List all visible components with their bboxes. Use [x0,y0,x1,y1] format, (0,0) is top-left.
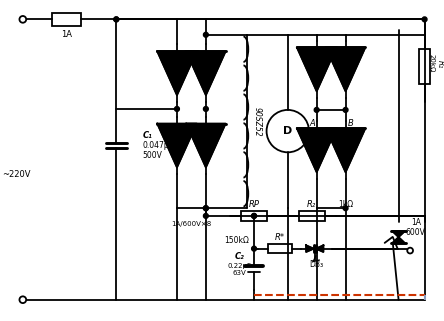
Text: R₂: R₂ [307,200,317,209]
Polygon shape [316,245,323,252]
Text: A: A [309,119,315,128]
Text: B: B [348,119,353,128]
Circle shape [252,246,257,251]
Circle shape [252,213,257,218]
Polygon shape [157,124,197,168]
Bar [419,49,430,84]
Polygon shape [326,48,365,91]
Circle shape [203,107,208,111]
Circle shape [174,107,179,111]
Text: D: D [283,126,293,136]
Circle shape [20,296,26,303]
Bar [241,211,267,221]
Text: 90SZ52: 90SZ52 [253,107,262,136]
Text: 1A/600V×8: 1A/600V×8 [171,221,211,227]
Text: 1kΩ: 1kΩ [338,200,353,209]
Text: 20kΩ: 20kΩ [428,55,434,73]
Text: 0.047μF
500V: 0.047μF 500V [142,141,174,160]
Circle shape [343,206,348,211]
Circle shape [114,17,119,22]
Text: R*: R* [274,233,285,242]
Circle shape [203,206,208,211]
Polygon shape [297,48,337,91]
Text: 1A
600V: 1A 600V [406,218,426,237]
Polygon shape [186,124,226,168]
Circle shape [203,32,208,37]
Polygon shape [297,128,337,172]
Polygon shape [157,51,197,95]
Text: R₁: R₁ [436,60,444,68]
Text: ~220V: ~220V [2,170,30,179]
Circle shape [203,206,208,211]
Bar [268,244,292,254]
Circle shape [20,16,26,23]
Text: C₁: C₁ [142,131,152,140]
Text: 150kΩ: 150kΩ [224,237,249,246]
Text: 0.22μF
63V: 0.22μF 63V [228,263,252,276]
Text: C₂: C₂ [235,252,245,261]
Circle shape [203,213,208,218]
Circle shape [422,17,427,22]
Polygon shape [392,231,405,237]
Text: DB₃: DB₃ [309,260,324,269]
Polygon shape [306,245,314,252]
Bar [52,13,81,26]
Text: RP: RP [249,200,259,209]
Circle shape [314,108,319,112]
Bar [299,211,325,221]
Polygon shape [186,51,226,95]
Polygon shape [326,128,365,172]
Circle shape [266,110,309,152]
Text: 1A: 1A [61,30,71,39]
Polygon shape [392,237,405,243]
Circle shape [114,17,119,22]
Circle shape [252,213,257,218]
Circle shape [407,248,413,254]
Circle shape [343,108,348,112]
